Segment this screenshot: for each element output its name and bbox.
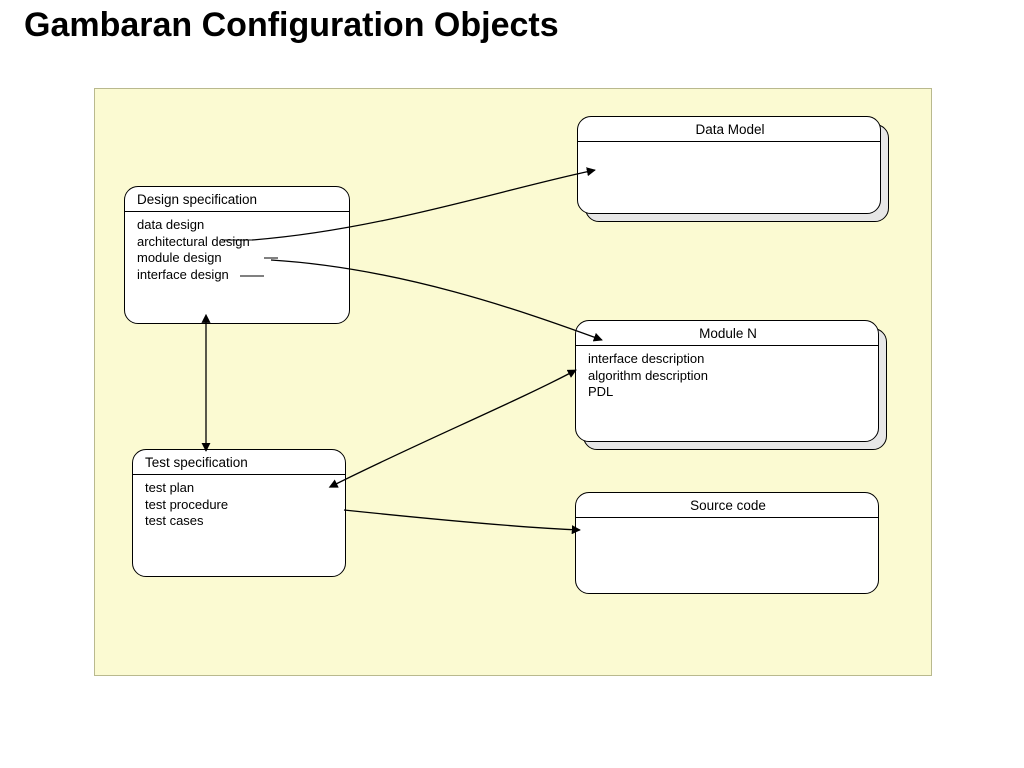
test-spec-body: test plan test procedure test cases (133, 475, 345, 536)
list-item: test procedure (145, 497, 335, 514)
list-item: module design (137, 250, 339, 267)
source-code-body (576, 518, 878, 529)
module-n-title: Module N (576, 321, 878, 345)
list-item: PDL (588, 384, 868, 401)
list-item: interface description (588, 351, 868, 368)
page-title: Gambaran Configuration Objects (24, 6, 559, 45)
list-item: architectural design (137, 234, 339, 251)
design-spec-box: Design specification data design archite… (124, 186, 350, 324)
list-item: algorithm description (588, 368, 868, 385)
design-spec-title: Design specification (125, 187, 349, 211)
list-item: data design (137, 217, 339, 234)
module-n-box: Module N interface description algorithm… (575, 320, 879, 442)
list-item: test plan (145, 480, 335, 497)
design-spec-body: data design architectural design module … (125, 212, 349, 290)
test-spec-box: Test specification test plan test proced… (132, 449, 346, 577)
list-item: test cases (145, 513, 335, 530)
list-item: interface design (137, 267, 339, 284)
source-code-title: Source code (576, 493, 878, 517)
source-code-box: Source code (575, 492, 879, 594)
test-spec-title: Test specification (133, 450, 345, 474)
data-model-box: Data Model (577, 116, 881, 214)
data-model-title: Data Model (578, 117, 880, 141)
page: Gambaran Configuration Objects Design sp… (0, 0, 1024, 768)
data-model-body (578, 142, 880, 153)
module-n-body: interface description algorithm descript… (576, 346, 878, 407)
